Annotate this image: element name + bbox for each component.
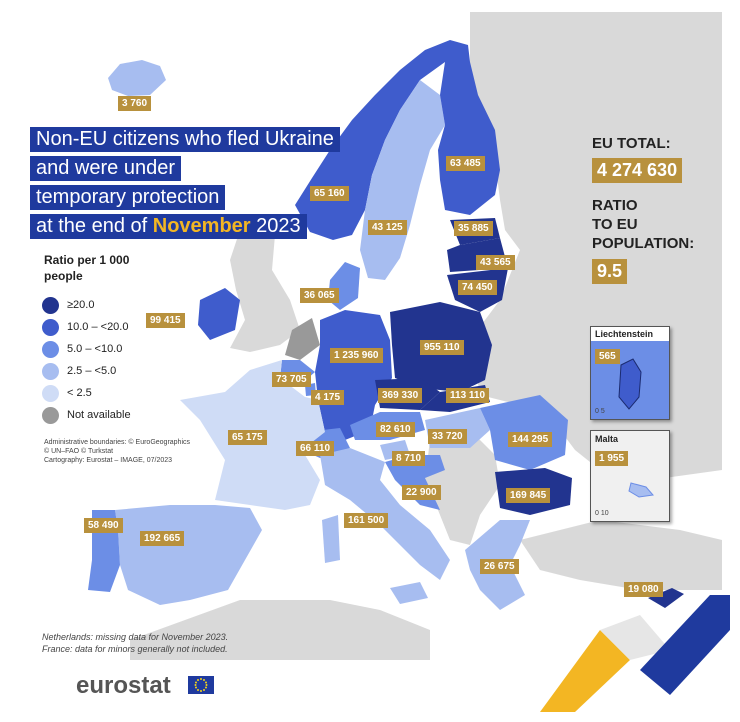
legend-label-2: 10.0 – <20.0	[67, 321, 129, 333]
legend-item-1: ≥20.0	[42, 296, 94, 314]
value-label-ireland: 99 415	[146, 313, 185, 328]
value-label-romania: 144 295	[508, 432, 553, 447]
value-label-slovenia: 8 710	[392, 451, 426, 466]
legend-item-5: < 2.5	[42, 384, 92, 402]
liechtenstein-map	[591, 341, 669, 419]
value-label-norway: 65 160	[310, 186, 349, 201]
ribbon-yellow	[540, 630, 630, 712]
legend-swatch-4	[42, 362, 59, 380]
value-label-lithuania: 74 450	[458, 280, 497, 295]
land-north-africa	[130, 600, 430, 660]
value-label-italy: 161 500	[344, 513, 389, 528]
legend-item-4: 2.5 – <5.0	[42, 362, 116, 380]
value-label-czechia: 369 330	[378, 388, 423, 403]
legend-swatch-5	[42, 384, 59, 402]
eu-total-value: 4 274 630	[592, 158, 683, 183]
title-line-4-before: at the end of	[36, 215, 153, 237]
value-label-latvia: 43 565	[476, 255, 515, 270]
land-turkey	[520, 520, 722, 590]
legend-item-3: 5.0 – <10.0	[42, 340, 122, 358]
credit-line-2: © UN–FAO © Turkstat	[44, 448, 114, 455]
inset-liechtenstein-title: Liechtenstein	[595, 329, 654, 339]
legend-label-5: < 2.5	[67, 387, 92, 399]
eu-total-label: EU TOTAL:	[592, 135, 671, 152]
value-label-liechtenstein: 565	[595, 349, 620, 364]
eu-stars	[194, 678, 208, 692]
value-label-austria: 82 610	[376, 422, 415, 437]
inset-malta: Malta 1 955 0 10	[590, 430, 670, 522]
title-line-4: at the end of November 2023	[30, 214, 307, 239]
value-label-estonia: 35 885	[454, 221, 493, 236]
value-label-malta: 1 955	[595, 451, 629, 466]
value-label-slovakia: 113 110	[446, 388, 490, 403]
value-label-switzerland: 66 110	[296, 441, 335, 456]
ratio-label-3: POPULATION:	[592, 235, 695, 252]
legend-label-1: ≥20.0	[67, 299, 95, 311]
legend-swatch-6	[42, 406, 59, 424]
legend-swatch-3	[42, 340, 59, 358]
eurostat-logo: eurostat	[76, 672, 171, 699]
country-finland	[438, 62, 500, 215]
inset-liechtenstein-scale: 0 5	[595, 408, 605, 415]
value-label-spain: 192 665	[140, 531, 185, 546]
eurostat-corner-ribbon	[540, 595, 730, 712]
value-label-sweden: 43 125	[368, 220, 407, 235]
inset-malta-scale: 0 10	[595, 510, 609, 517]
value-label-cyprus: 19 080	[624, 582, 663, 597]
ratio-value: 9.5	[592, 259, 628, 284]
value-label-hungary: 33 720	[428, 429, 467, 444]
title-line-2: and were under	[30, 156, 181, 181]
title-line-3: temporary protection	[30, 185, 226, 210]
legend-item-2: 10.0 – <20.0	[42, 318, 128, 336]
legend-swatch-2	[42, 318, 59, 336]
inset-malta-title: Malta	[595, 434, 619, 444]
malta-shape	[628, 482, 654, 498]
value-label-belgium: 73 705	[272, 372, 311, 387]
value-label-poland: 955 110	[420, 340, 464, 355]
legend-title: Ratio per 1 000 people	[44, 253, 130, 283]
value-label-germany: 1 235 960	[330, 348, 383, 363]
value-label-iceland: 3 760	[118, 96, 152, 111]
country-sicily	[390, 582, 428, 604]
ratio-label-2: TO EU	[592, 216, 638, 233]
country-sardinia	[322, 515, 340, 563]
inset-liechtenstein: Liechtenstein 565 0 5	[590, 326, 670, 420]
title-line-4-after: 2023	[250, 215, 301, 237]
note-netherlands: Netherlands: missing data for November 2…	[42, 632, 229, 642]
note-france: France: data for minors generally not in…	[42, 644, 228, 654]
ribbon-blue	[640, 595, 730, 695]
country-spain	[115, 505, 262, 605]
value-label-greece: 26 675	[480, 559, 519, 574]
value-label-bulgaria: 169 845	[506, 488, 551, 503]
legend-label-3: 5.0 – <10.0	[67, 343, 123, 355]
country-ireland	[198, 288, 240, 340]
ribbon-grey	[600, 615, 670, 660]
credit-line-3: Cartography: Eurostat – IMAGE, 07/2023	[44, 457, 173, 464]
country-germany	[315, 310, 392, 440]
eu-flag-icon	[188, 676, 214, 694]
liechtenstein-shape	[618, 358, 642, 410]
land-balkans	[425, 430, 500, 545]
value-label-finland: 63 485	[446, 156, 485, 171]
legend-label-4: 2.5 – <5.0	[67, 365, 117, 377]
title-highlight-month: November	[152, 215, 251, 237]
malta-map	[628, 482, 654, 498]
value-label-croatia: 22 900	[402, 485, 441, 500]
legend-item-6: Not available	[42, 406, 131, 424]
country-iceland	[108, 60, 166, 96]
legend-swatch-1	[42, 296, 59, 314]
value-label-luxembourg: 4 175	[311, 390, 345, 405]
credit-line-1: Administrative boundaries: © EuroGeograp…	[44, 439, 191, 446]
value-label-denmark: 36 065	[300, 288, 339, 303]
land-uk	[230, 215, 300, 352]
legend-label-6: Not available	[67, 409, 131, 421]
ratio-label-1: RATIO	[592, 197, 638, 214]
title-line-1: Non-EU citizens who fled Ukraine	[30, 127, 340, 152]
value-label-france: 65 175	[228, 430, 267, 445]
country-cyprus	[648, 588, 684, 608]
value-label-portugal: 58 490	[84, 518, 123, 533]
country-netherlands	[285, 318, 320, 360]
